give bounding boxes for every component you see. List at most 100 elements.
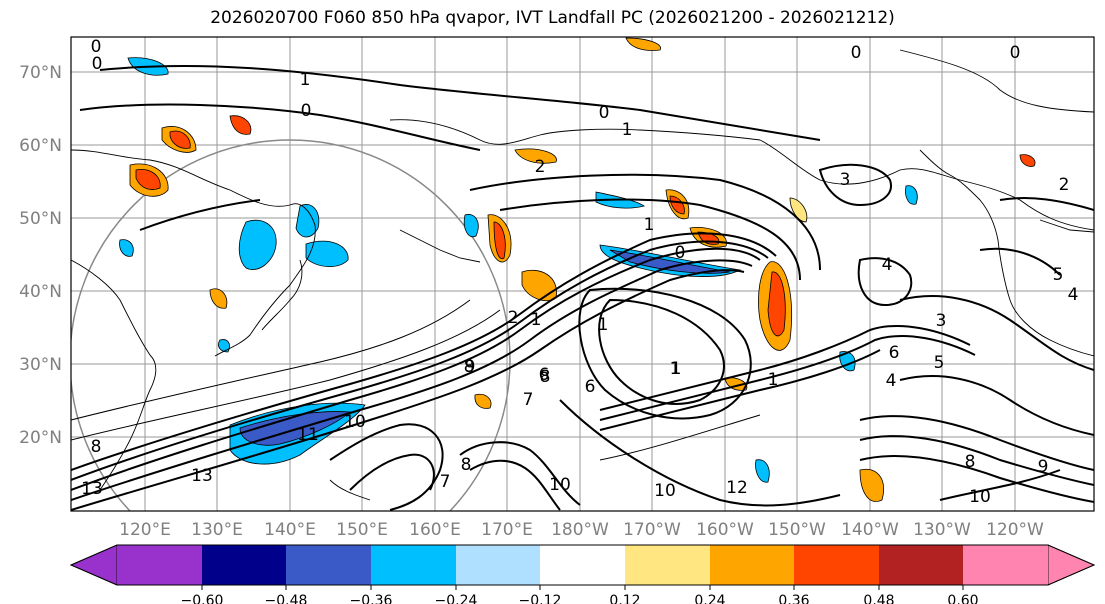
contour-label: 1 bbox=[622, 120, 633, 140]
contour-label: 1 bbox=[531, 310, 542, 330]
contour-label: 0 bbox=[675, 243, 686, 263]
contour-label: 2 bbox=[508, 308, 519, 328]
contour-label: 4 bbox=[882, 255, 893, 275]
colorbar-segment bbox=[879, 545, 963, 585]
longitude-label: 170°E bbox=[481, 520, 533, 540]
longitude-label: 150°E bbox=[336, 520, 388, 540]
colorbar-segment bbox=[625, 545, 710, 585]
colorbar-tick-label: −0.36 bbox=[350, 593, 393, 604]
contour-label: 10 bbox=[969, 487, 991, 507]
colorbar-extend-low bbox=[69, 544, 118, 586]
contour-label: 8 bbox=[464, 357, 475, 377]
contour-label: 7 bbox=[440, 472, 451, 492]
contour-label: 9 bbox=[1038, 457, 1049, 477]
colorbar-segment bbox=[286, 545, 371, 585]
contour-label: 3 bbox=[840, 170, 851, 190]
longitude-label: 140°E bbox=[264, 520, 316, 540]
latitude-label: 30°N bbox=[19, 355, 62, 375]
contour-label: 6 bbox=[539, 365, 550, 385]
colorbar-tick-label: 0.48 bbox=[863, 593, 894, 604]
colorbar-tick-label: 0.60 bbox=[947, 593, 978, 604]
longitude-label: 120°W bbox=[986, 520, 1044, 540]
contour-label: 0 bbox=[851, 43, 862, 63]
colorbar-outline bbox=[69, 544, 1096, 586]
contour-label: 0 bbox=[91, 37, 102, 57]
contour-label: 13 bbox=[191, 466, 213, 486]
latitude-labels: 70°N 60°N 50°N 40°N 30°N 20°N bbox=[19, 63, 62, 448]
ivt-contours-thin bbox=[71, 299, 761, 461]
longitude-label: 140°W bbox=[841, 520, 899, 540]
colorbar-segment bbox=[710, 545, 794, 585]
latitude-label: 40°N bbox=[19, 282, 62, 302]
colorbar-tick-label: 0.36 bbox=[778, 593, 809, 604]
projection-circle bbox=[71, 139, 511, 511]
longitude-label: 150°W bbox=[768, 520, 826, 540]
contour-label: 8 bbox=[965, 452, 976, 472]
colorbar: −0.60 −0.48 −0.36 −0.24 −0.12 0.12 0.24 0.36 0.4… bbox=[69, 544, 1096, 604]
contour-label: 10 bbox=[549, 475, 571, 495]
contour-label: 1 bbox=[300, 70, 311, 90]
contour-label: 1 bbox=[598, 315, 609, 335]
contour-label: 1 bbox=[644, 215, 655, 235]
contour-label: 6 bbox=[889, 343, 900, 363]
colorbar-segment bbox=[202, 545, 286, 585]
contour-label: 0 bbox=[301, 101, 312, 121]
contour-label: 4 bbox=[886, 371, 897, 391]
colorbar-segment bbox=[117, 545, 202, 585]
contour-label: 5 bbox=[934, 353, 945, 373]
contour-label: 0 bbox=[599, 103, 610, 123]
contour-label: 12 bbox=[726, 478, 748, 498]
contour-label: 4 bbox=[1068, 285, 1079, 305]
contour-label: 3 bbox=[936, 311, 947, 331]
colorbar-tick-label: −0.24 bbox=[435, 593, 478, 604]
latitude-label: 20°N bbox=[19, 428, 62, 448]
longitude-label: 130°E bbox=[191, 520, 243, 540]
contour-label: 10 bbox=[344, 412, 366, 432]
map-title: 2026020700 F060 850 hPa qvapor, IVT Land… bbox=[210, 8, 895, 28]
colorbar-tick-label: −0.12 bbox=[519, 593, 562, 604]
longitude-label: 180°W bbox=[551, 520, 609, 540]
contour-label: 1 bbox=[671, 359, 682, 379]
contour-label: 8 bbox=[540, 367, 551, 387]
longitude-label: 120°E bbox=[119, 520, 171, 540]
latitude-label: 70°N bbox=[19, 63, 62, 83]
plot-frame bbox=[70, 36, 1095, 512]
colorbar-tick-label: 0.24 bbox=[694, 593, 725, 604]
contour-label: 0 bbox=[92, 54, 103, 74]
contour-label: 7 bbox=[523, 390, 534, 410]
longitude-label: 160°E bbox=[409, 520, 461, 540]
colorbar-tick-label: −0.48 bbox=[265, 593, 308, 604]
qvapor-positive-shading bbox=[129, 37, 1036, 502]
colorbar-tick-label: −0.60 bbox=[181, 593, 224, 604]
colorbar-segment bbox=[540, 545, 625, 585]
contour-label: 10 bbox=[654, 481, 676, 501]
contour-label: 6 bbox=[585, 377, 596, 397]
contour-label: 8 bbox=[461, 455, 472, 475]
longitude-label: 130°W bbox=[913, 520, 971, 540]
colorbar-segment bbox=[371, 545, 456, 585]
contour-label: 9 bbox=[465, 357, 476, 377]
contour-label: 0 bbox=[1010, 43, 1021, 63]
longitude-labels: 120°E 130°E 140°E 150°E 160°E 170°E 180°W 170°W… bbox=[119, 520, 1044, 540]
ivt-contours bbox=[71, 64, 1094, 511]
contour-label: 13 bbox=[81, 479, 103, 499]
colorbar-segment bbox=[794, 545, 879, 585]
contour-label: 1 bbox=[670, 359, 681, 379]
longitude-label: 170°W bbox=[623, 520, 681, 540]
colorbar-extend-high bbox=[1047, 544, 1096, 586]
contour-label: 5 bbox=[1053, 265, 1064, 285]
contour-label: 2 bbox=[535, 157, 546, 177]
contour-label: 2 bbox=[1059, 175, 1070, 195]
longitude-label: 160°W bbox=[696, 520, 754, 540]
colorbar-tick-label: 0.12 bbox=[609, 593, 640, 604]
latitude-label: 60°N bbox=[19, 136, 62, 156]
colorbar-segment bbox=[963, 545, 1048, 585]
contour-label: 11 bbox=[297, 425, 319, 445]
contour-label: 1 bbox=[768, 370, 779, 390]
latitude-label: 50°N bbox=[19, 209, 62, 229]
colorbar-segment bbox=[456, 545, 540, 585]
coastlines bbox=[71, 49, 1094, 501]
contour-label: 8 bbox=[91, 437, 102, 457]
